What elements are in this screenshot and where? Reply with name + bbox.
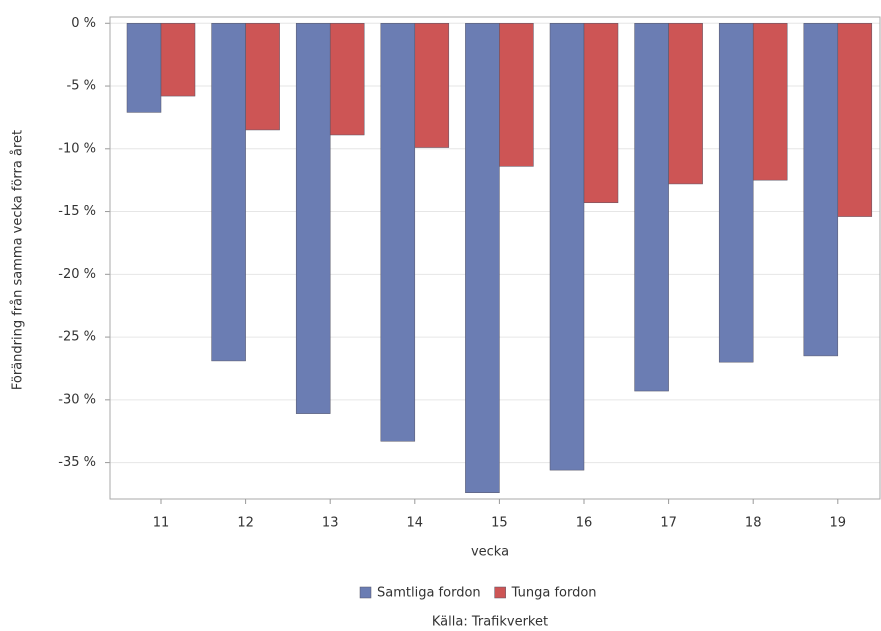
bar [634, 23, 669, 392]
plot-frame [109, 16, 881, 500]
x-axis-label: vecka [471, 545, 509, 560]
bar [752, 23, 788, 181]
y-tick-label: -10 % [58, 141, 96, 156]
y-tick-label: -5 % [67, 79, 96, 94]
legend-label: Tunga fordon [511, 586, 597, 601]
y-tick-label: -35 % [58, 455, 96, 470]
bar [211, 23, 246, 362]
x-tick-label: 18 [745, 516, 762, 531]
bar [718, 23, 754, 363]
bar [245, 23, 280, 131]
source: Källa: Trafikverket [432, 615, 548, 630]
bar [126, 23, 162, 113]
bar [803, 23, 839, 357]
bar [499, 23, 534, 167]
y-tick-label: -15 % [58, 204, 96, 219]
y-tick-label: 0 % [71, 16, 96, 31]
y-tick-label: -20 % [58, 267, 96, 282]
bar [837, 23, 873, 217]
x-tick-label: 19 [830, 516, 847, 531]
bar [583, 23, 619, 204]
y-tick-label: -30 % [58, 392, 96, 407]
x-tick-label: 13 [322, 516, 339, 531]
x-tick-label: 14 [407, 516, 424, 531]
bar [549, 23, 585, 471]
y-tick-label: -25 % [58, 330, 96, 345]
legend-label: Samtliga fordon [377, 586, 481, 601]
bar [465, 23, 500, 493]
x-tick-label: 12 [237, 516, 254, 531]
x-tick-label: 17 [660, 516, 677, 531]
bar [329, 23, 365, 136]
bar [160, 23, 196, 97]
y-axis-label: Förändring från samma vecka förra året [11, 130, 26, 390]
bar [295, 23, 331, 414]
x-tick-label: 11 [153, 516, 170, 531]
bar [668, 23, 703, 185]
x-tick-label: 16 [576, 516, 593, 531]
bar [380, 23, 416, 442]
legend-swatch [359, 586, 372, 599]
legend-swatch [494, 586, 506, 599]
x-tick-label: 15 [491, 516, 508, 531]
bar [414, 23, 450, 148]
